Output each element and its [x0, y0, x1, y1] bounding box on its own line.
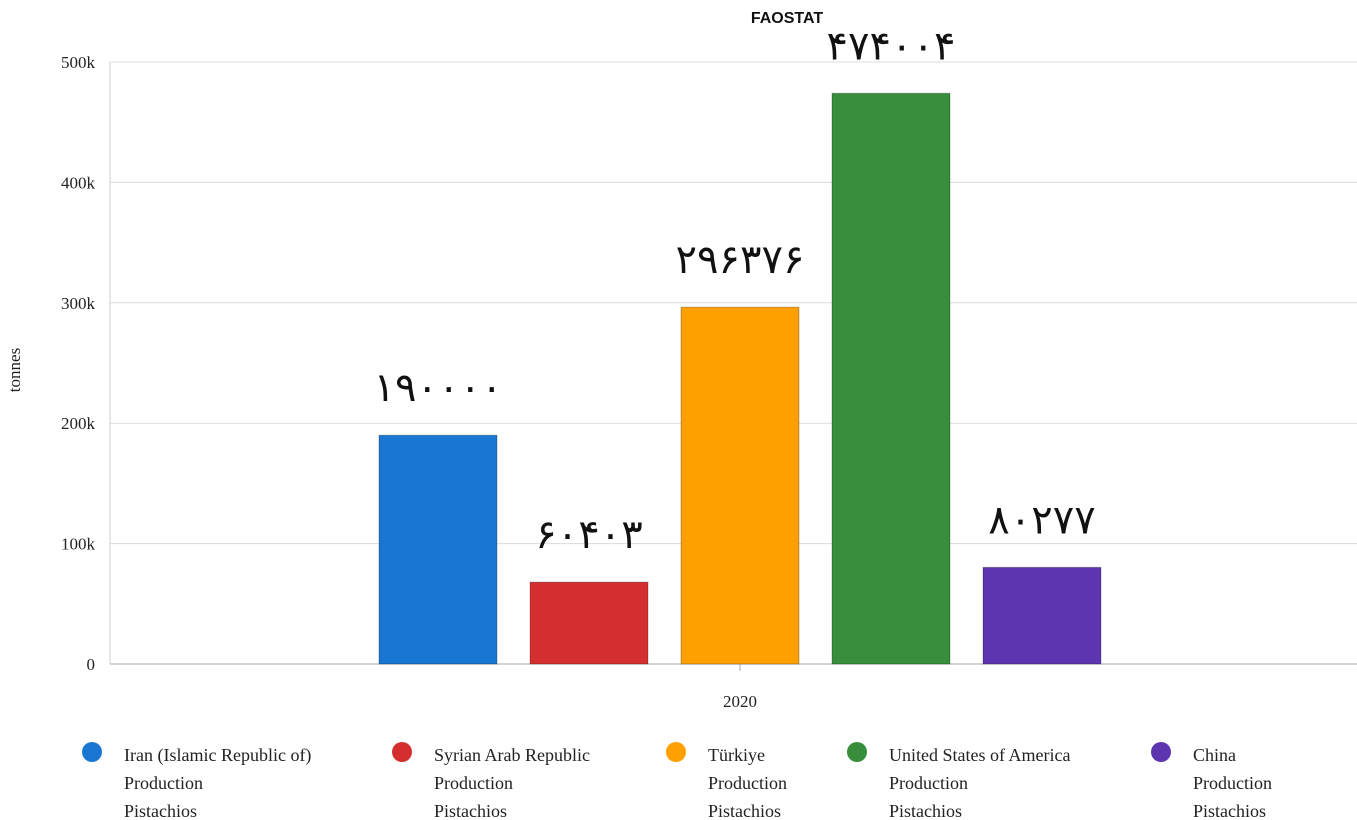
chart-title: FAOSTAT: [751, 10, 824, 27]
legend-label: United States of America: [889, 745, 1070, 765]
y-tick-label: 200k: [61, 414, 96, 433]
y-tick-label: 300k: [61, 294, 96, 313]
legend-label: Production: [1193, 773, 1272, 793]
legend-label: Pistachios: [1193, 801, 1266, 820]
bar: [982, 566, 1102, 665]
y-tick-label: 400k: [61, 173, 96, 192]
y-tick-label: 500k: [61, 53, 96, 72]
axes: 0 100k 200k 300k 400k 500k: [61, 53, 1357, 674]
data-label: ۸۰۲۷۷: [988, 497, 1095, 543]
legend-label: Pistachios: [889, 801, 962, 820]
legend-swatch: [666, 742, 686, 762]
data-label: ۴۷۴۰۰۴: [827, 23, 956, 69]
x-tick-label: 2020: [723, 692, 757, 711]
legend-swatch: [82, 742, 102, 762]
legend-label: Production: [434, 773, 513, 793]
bar: [680, 306, 800, 665]
y-tick-label: 0: [87, 655, 96, 674]
bar: [378, 434, 498, 665]
bar: [831, 92, 951, 665]
legend-label: Pistachios: [708, 801, 781, 820]
legend-label: Production: [708, 773, 787, 793]
legend-label: Pistachios: [124, 801, 197, 820]
data-label: ۲۹۶۳۷۶: [676, 237, 805, 283]
legend-label: China: [1193, 745, 1236, 765]
y-axis-label: tonnes: [5, 348, 24, 392]
gridlines: [110, 61, 1357, 545]
bar: [529, 581, 649, 665]
legend: Iran (Islamic Republic of) Production Pist…: [82, 742, 1272, 820]
y-tick-label: 100k: [61, 535, 96, 554]
legend-label: Syrian Arab Republic: [434, 745, 590, 765]
legend-swatch: [1151, 742, 1171, 762]
legend-swatch: [392, 742, 412, 762]
data-labels: ۱۹۰۰۰۰ ۶۰۴۰۳ ۲۹۶۳۷۶ ۴۷۴۰۰۴ ۸۰۲۷۷: [374, 23, 1096, 558]
data-label: ۱۹۰۰۰۰: [374, 365, 503, 411]
bars: [378, 92, 1102, 665]
legend-swatch: [847, 742, 867, 762]
data-label: ۶۰۴۰۳: [535, 512, 642, 558]
legend-label: Iran (Islamic Republic of): [124, 745, 311, 766]
legend-label: Production: [124, 773, 203, 793]
legend-label: Pistachios: [434, 801, 507, 820]
legend-label: Production: [889, 773, 968, 793]
legend-label: Türkiye: [708, 745, 765, 765]
